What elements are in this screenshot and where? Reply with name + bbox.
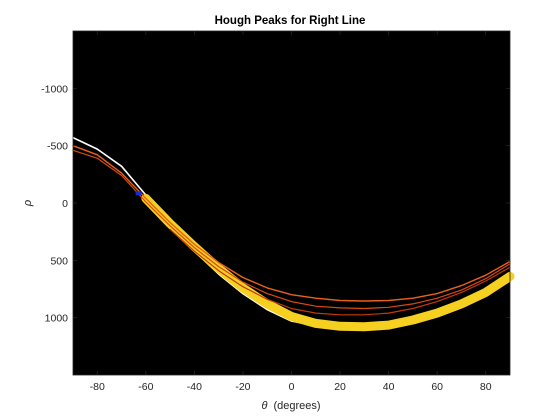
hough-bands [72,136,515,332]
hough-peaks [135,191,142,196]
plot-area [72,31,515,375]
y-tick-label: 0 [62,198,68,210]
x-axis: -80 -60 -40 -20 0 20 40 60 80 [90,31,492,393]
y-tick-label: -500 [47,141,68,153]
y-axis-label: ρ [22,200,34,207]
plot-background [73,31,510,375]
x-tick-label: -60 [138,381,153,393]
peak-marker [135,191,142,196]
band-orange-1 [72,145,511,302]
x-tick-label: -20 [235,381,250,393]
x-tick-label: 0 [289,381,295,393]
chart-title: Hough Peaks for Right Line [215,15,366,27]
y-tick-label: 500 [50,255,68,267]
x-tick-label: 40 [383,381,395,393]
x-tick-label: 80 [480,381,492,393]
y-axis: -1000 -500 0 500 1000 [41,83,510,325]
x-axis-label-text: (degrees) [273,400,320,412]
band-orange-2 [72,149,511,310]
y-tick-label: 1000 [45,313,69,325]
x-axis-label-symbol: θ [261,400,267,412]
x-tick-label: -80 [90,381,105,393]
x-tick-label: 20 [334,381,346,393]
y-tick-label: -1000 [41,83,68,95]
x-tick-label: -40 [187,381,202,393]
x-axis-label: θ (degrees) [261,400,320,412]
x-tick-label: 60 [431,381,443,393]
band-orange-3 [169,228,511,316]
